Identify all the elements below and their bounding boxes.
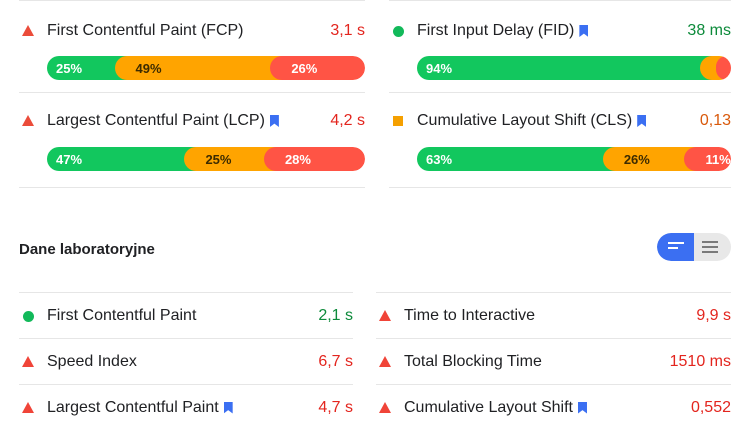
metric-name: First Input Delay (FID): [417, 22, 589, 40]
fail-triangle-icon: [376, 398, 404, 418]
lab-metric-cls: Cumulative Layout Shift 0,552: [376, 384, 731, 430]
metric-name: Largest Contentful Paint (LCP): [47, 112, 279, 130]
metric-name: First Contentful Paint: [47, 306, 197, 324]
metric-value: 3,1 s: [330, 22, 365, 39]
distribution-average: 26%: [602, 147, 697, 171]
distribution-bar: 63% 26% 11%: [417, 147, 731, 171]
expanded-view-icon: [702, 241, 718, 256]
metric-name: Cumulative Layout Shift (CLS): [417, 112, 647, 130]
lab-metric-lcp: Largest Contentful Paint 4,7 s: [19, 384, 353, 430]
bookmark-icon[interactable]: [579, 25, 589, 37]
metric-value: 2,1 s: [318, 306, 353, 324]
metric-value: 9,9 s: [696, 306, 731, 324]
lab-data-left-column: First Contentful Paint 2,1 s Speed Index…: [19, 292, 353, 430]
metric-name: Time to Interactive: [404, 306, 536, 324]
pass-circle-icon: [19, 306, 47, 326]
collapsed-view-button[interactable]: [657, 233, 694, 261]
metric-value: 4,2 s: [330, 112, 365, 129]
distribution-good: 63%: [417, 147, 615, 171]
lab-data-right-column: Time to Interactive 9,9 s Total Blocking…: [376, 292, 731, 430]
distribution-average: 49%: [114, 56, 283, 80]
metric-name: Largest Contentful Paint: [47, 399, 233, 417]
bookmark-icon[interactable]: [269, 115, 279, 127]
field-data-left-column: First Contentful Paint (FCP) 3,1 s 25% 4…: [19, 0, 365, 188]
distribution-poor: 26%: [270, 56, 365, 80]
average-square-icon: [389, 111, 417, 131]
distribution-good: 25%: [47, 56, 127, 80]
fail-triangle-icon: [376, 306, 404, 326]
metric-name: Total Blocking Time: [404, 352, 542, 370]
lab-metric-speed-index: Speed Index 6,7 s: [19, 338, 353, 384]
field-data-right-column: First Input Delay (FID) 38 ms 94% 5% 1% …: [389, 0, 731, 188]
field-metric-lcp: Largest Contentful Paint (LCP) 4,2 s 47%…: [19, 91, 365, 188]
fail-triangle-icon: [19, 21, 47, 41]
fail-triangle-icon: [19, 352, 47, 372]
metric-name: Speed Index: [47, 352, 137, 370]
metric-value: 0,552: [690, 398, 731, 416]
bookmark-icon[interactable]: [637, 115, 647, 127]
lab-metric-tbt: Total Blocking Time 1510 ms: [376, 338, 731, 384]
bookmark-icon[interactable]: [577, 401, 587, 414]
distribution-good: 94%: [417, 56, 713, 80]
field-metric-fid: First Input Delay (FID) 38 ms 94% 5% 1%: [389, 0, 731, 93]
distribution-poor: 11%: [684, 147, 731, 171]
distribution-bar: 94% 5% 1%: [417, 56, 731, 80]
metric-value: 6,7 s: [318, 352, 353, 370]
distribution-good: 47%: [47, 147, 197, 171]
metric-value: 1510 ms: [669, 352, 731, 370]
lab-metric-fcp: First Contentful Paint 2,1 s: [19, 292, 353, 338]
metric-name: First Contentful Paint (FCP): [47, 22, 244, 39]
distribution-bar: 25% 49% 26%: [47, 56, 365, 80]
distribution-poor: 1%: [715, 56, 731, 80]
fail-triangle-icon: [376, 352, 404, 372]
collapsed-view-icon: [668, 242, 684, 252]
view-toggle[interactable]: [657, 233, 731, 261]
bookmark-icon[interactable]: [223, 401, 233, 414]
metric-name: Cumulative Layout Shift: [404, 399, 587, 417]
distribution-poor: 28%: [263, 147, 365, 171]
metric-value: 38 ms: [687, 22, 731, 39]
metric-value: 4,7 s: [318, 398, 353, 416]
fail-triangle-icon: [19, 111, 47, 131]
expanded-view-button[interactable]: [694, 233, 731, 261]
field-metric-cls: Cumulative Layout Shift (CLS) 0,13 63% 2…: [389, 91, 731, 188]
field-metric-fcp: First Contentful Paint (FCP) 3,1 s 25% 4…: [19, 0, 365, 93]
metric-value: 0,13: [699, 112, 731, 129]
distribution-average: 25%: [184, 147, 276, 171]
fail-triangle-icon: [19, 398, 47, 418]
pass-circle-icon: [389, 21, 417, 41]
lab-metric-tti: Time to Interactive 9,9 s: [376, 292, 731, 338]
lab-data-title: Dane laboratoryjne: [19, 241, 155, 258]
distribution-bar: 47% 25% 28%: [47, 147, 365, 171]
